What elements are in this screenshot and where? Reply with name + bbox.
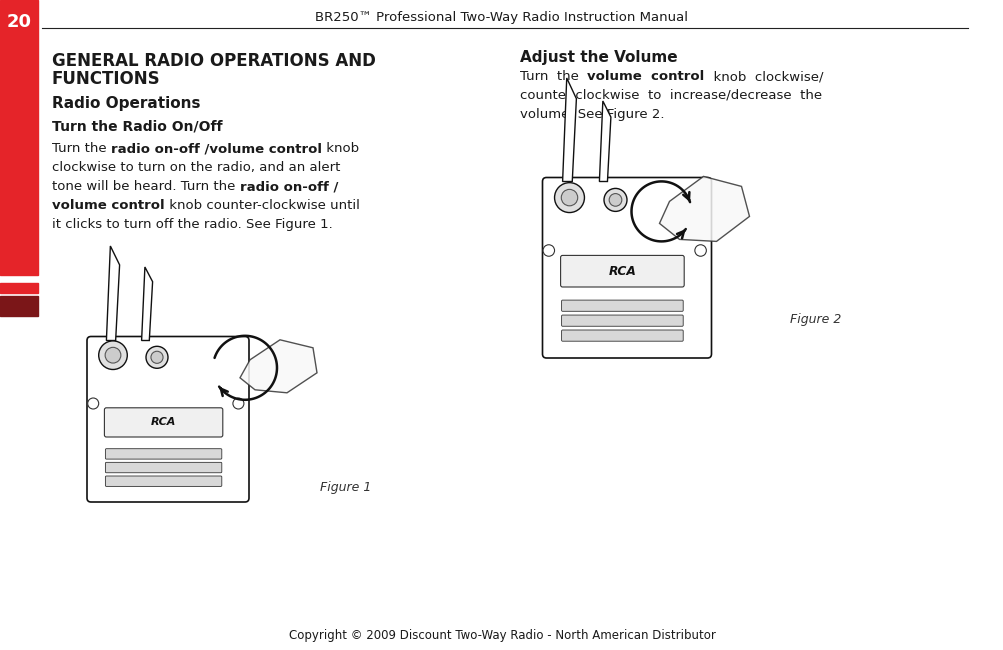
FancyBboxPatch shape [87, 337, 249, 502]
FancyBboxPatch shape [561, 330, 682, 341]
Text: volume control: volume control [52, 199, 164, 212]
Text: Turn the Radio On/Off: Turn the Radio On/Off [52, 119, 223, 133]
Circle shape [554, 183, 584, 213]
FancyBboxPatch shape [105, 476, 222, 486]
FancyBboxPatch shape [561, 300, 682, 311]
Text: it clicks to turn off the radio. See Figure 1.: it clicks to turn off the radio. See Fig… [52, 218, 332, 231]
Text: Adjust the Volume: Adjust the Volume [520, 50, 677, 65]
Circle shape [87, 398, 98, 409]
FancyBboxPatch shape [105, 462, 222, 473]
Text: RCA: RCA [608, 265, 636, 278]
Polygon shape [240, 340, 317, 393]
Circle shape [694, 245, 706, 256]
Bar [0, 283, 38, 293]
Text: Radio Operations: Radio Operations [52, 96, 201, 111]
Circle shape [543, 245, 554, 256]
Text: Copyright © 2009 Discount Two-Way Radio - North American Distributor: Copyright © 2009 Discount Two-Way Radio … [288, 629, 715, 642]
Circle shape [150, 351, 162, 363]
Polygon shape [106, 246, 119, 341]
Text: Figure 1: Figure 1 [320, 481, 371, 494]
Text: radio on-off /: radio on-off / [240, 180, 338, 193]
Text: knob  clockwise/: knob clockwise/ [704, 70, 822, 83]
Polygon shape [659, 176, 749, 241]
Text: knob: knob [322, 142, 359, 155]
Text: Turn the: Turn the [52, 142, 110, 155]
Text: GENERAL RADIO OPERATIONS AND: GENERAL RADIO OPERATIONS AND [52, 52, 375, 70]
Text: radio on-off /volume control: radio on-off /volume control [110, 142, 322, 155]
Polygon shape [599, 101, 610, 181]
FancyBboxPatch shape [560, 255, 683, 287]
Circle shape [604, 188, 627, 211]
Text: counter-clockwise  to  increase/decrease  the: counter-clockwise to increase/decrease t… [520, 89, 821, 102]
Circle shape [233, 398, 244, 409]
Text: volume. See Figure 2.: volume. See Figure 2. [520, 108, 664, 121]
FancyBboxPatch shape [561, 315, 682, 326]
Circle shape [609, 194, 621, 206]
Bar [0, 296, 38, 316]
Circle shape [105, 347, 120, 363]
Text: tone will be heard. Turn the: tone will be heard. Turn the [52, 180, 240, 193]
Text: BR250™ Professional Two-Way Radio Instruction Manual: BR250™ Professional Two-Way Radio Instru… [315, 12, 688, 25]
FancyBboxPatch shape [104, 408, 223, 437]
Text: volume  control: volume control [587, 70, 704, 83]
Circle shape [145, 346, 168, 369]
Text: Figure 2: Figure 2 [789, 313, 841, 326]
Circle shape [98, 341, 127, 369]
Polygon shape [141, 267, 152, 341]
Text: knob counter-clockwise until: knob counter-clockwise until [164, 199, 359, 212]
FancyBboxPatch shape [542, 177, 711, 358]
Text: 20: 20 [6, 13, 31, 31]
Bar [0, 0, 38, 275]
Circle shape [561, 189, 577, 206]
Text: Turn  the: Turn the [520, 70, 587, 83]
Text: RCA: RCA [150, 417, 177, 428]
Polygon shape [562, 78, 576, 181]
FancyBboxPatch shape [105, 448, 222, 459]
Text: clockwise to turn on the radio, and an alert: clockwise to turn on the radio, and an a… [52, 161, 340, 174]
Text: FUNCTIONS: FUNCTIONS [52, 70, 160, 88]
